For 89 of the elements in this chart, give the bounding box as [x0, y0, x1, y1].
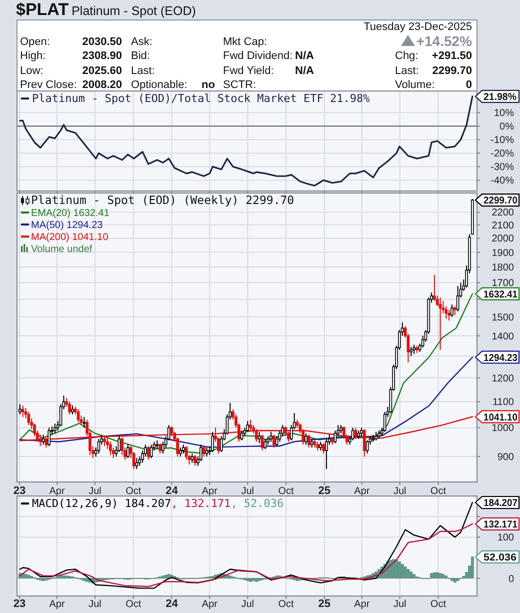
annotation: no [202, 79, 216, 91]
text: High: [20, 50, 46, 62]
text: N/A [295, 50, 314, 62]
x-tick-label: Oct [278, 486, 294, 497]
text: Last: [395, 65, 419, 77]
text: , 52.036 [230, 497, 284, 510]
x-tick-label: Oct [430, 486, 446, 497]
annotation: 2299.70 [484, 196, 520, 207]
x-tick-label: Apr [202, 486, 218, 497]
x-tick-label: 25 [318, 485, 330, 497]
text: Last: [131, 65, 155, 77]
y-tick-label: 100 [497, 532, 514, 544]
text: +14.52% [416, 33, 473, 49]
y-tick-label: 900 [497, 452, 514, 464]
text: Mkt Cap: [223, 36, 268, 48]
annotation: SCTR: [223, 79, 256, 91]
legend-label: MA(50) 1294.23 [31, 220, 104, 231]
annotation: Optionable: [131, 79, 188, 91]
text: Ask: [131, 36, 152, 48]
annotation: 21.98% [484, 92, 518, 104]
y-tick-label: 1900 [492, 248, 514, 259]
legend-label: EMA(20) 1632.41 [31, 208, 110, 219]
y-tick-label: 1000 [492, 423, 514, 434]
y-tick-label: 1400 [492, 331, 514, 342]
y-tick-label: -40% [490, 176, 514, 187]
annotation: Volume undef [31, 244, 92, 255]
annotation: 132.171 [484, 520, 520, 531]
text: Chg: [395, 50, 418, 62]
text: 2299.70 [432, 65, 472, 77]
text: 2308.90 [82, 50, 122, 62]
x-tick-label: Apr [49, 486, 66, 497]
y-tick-label: 2200 [492, 208, 514, 219]
annotation: 52.036 [484, 552, 517, 564]
text: Tuesday 23-Dec-2025 [364, 21, 472, 33]
y-tick-label: -20% [490, 148, 514, 160]
legend-label: Platinum - Spot (EOD)/Total Stock Market ETF 21.98% [32, 92, 370, 105]
x-tick-label: Oct [126, 599, 142, 610]
x-tick-label: Jul [88, 486, 102, 497]
annotation: 1632.41 [484, 289, 520, 300]
x-tick-label: Apr [354, 486, 370, 497]
x-tick-label: Apr [354, 599, 370, 610]
x-tick-label: Jul [241, 486, 254, 497]
x-tick-label: Jul [88, 599, 102, 610]
text: Low: [20, 65, 44, 77]
y-tick-label: 1500 [492, 312, 514, 324]
x-tick-label: Oct [278, 599, 294, 610]
x-tick-label: 24 [166, 485, 179, 497]
y-tick-label: 1100 [492, 397, 514, 408]
text: , 132.171 [171, 497, 231, 510]
annotation: 1041.10 [484, 412, 520, 424]
y-tick-label: 0 [508, 574, 514, 585]
x-tick-label: Oct [430, 599, 446, 610]
x-tick-label: 23 [13, 598, 26, 610]
text: Open: [20, 36, 50, 48]
y-tick-label: 10% [494, 108, 514, 120]
text: Fwd Yield: [223, 65, 274, 77]
legend-label: MA(200) 1041.10 [31, 232, 109, 243]
y-tick-label: 1800 [492, 262, 514, 274]
y-tick-label: 2100 [492, 220, 514, 232]
x-tick-label: Jul [393, 486, 406, 497]
annotation: 1294.23 [484, 352, 520, 364]
text: 2025.60 [82, 65, 122, 77]
legend-label: MACD(12,26,9) 184.207 [32, 497, 172, 510]
annotation: 184.207 [484, 498, 520, 510]
y-tick-label: 2000 [492, 234, 514, 245]
text: N/A [295, 65, 314, 77]
text: Bid: [131, 50, 150, 62]
y-tick-label: -30% [490, 162, 514, 174]
text: 2030.50 [82, 36, 122, 48]
y-tick-label: 1200 [492, 373, 514, 384]
y-tick-label: 1700 [492, 278, 514, 290]
x-tick-label: Apr [49, 599, 66, 610]
text: $PLAT Platinum - Spot (EOD) [16, 0, 196, 19]
x-tick-label: Apr [202, 599, 218, 610]
annotation: Prev Close: [20, 79, 77, 91]
annotation: 2008.20 [82, 79, 122, 91]
x-tick-label: 25 [318, 598, 330, 610]
x-tick-label: 24 [166, 598, 179, 610]
annotation: Volume: [395, 79, 435, 91]
x-tick-label: Jul [241, 599, 254, 610]
text: Fwd Dividend: [223, 50, 293, 62]
x-tick-label: 23 [13, 485, 26, 497]
x-tick-label: Jul [393, 599, 406, 610]
annotation: 0 [466, 79, 472, 91]
y-tick-label: 0% [500, 122, 514, 133]
x-tick-label: Oct [126, 486, 142, 497]
text: +291.50 [432, 50, 472, 62]
text: Platinum - Spot (EOD) (Weekly) 2299.70 [31, 193, 294, 207]
y-tick-label: -10% [490, 135, 514, 146]
